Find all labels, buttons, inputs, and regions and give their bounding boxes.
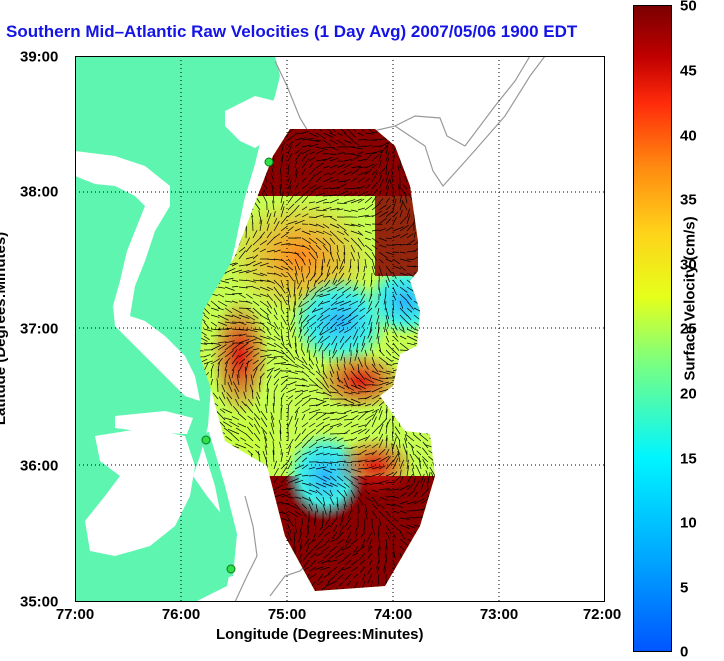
velocity-vector [323, 413, 334, 414]
station-2 [202, 436, 210, 444]
cb-tick-35: 35 [680, 192, 697, 209]
cb-tick-45: 45 [680, 63, 697, 80]
colorbar [633, 5, 673, 653]
y-tick-1: 38:00 [20, 184, 58, 201]
y-axis-label: Latitude (Degrees:Minutes) [0, 232, 9, 425]
velocity-vector [400, 350, 408, 351]
cb-tick-10: 10 [680, 515, 697, 532]
velocity-vector [379, 532, 380, 538]
chart-title: Southern Mid–Atlantic Raw Velocities (1 … [6, 22, 577, 42]
station-3 [227, 565, 235, 573]
x-tick-1: 76:00 [162, 606, 200, 623]
velocity-vector [323, 154, 329, 155]
cb-tick-0: 0 [680, 644, 688, 661]
velocity-vector [316, 343, 317, 349]
velocity-vector [386, 166, 387, 175]
colorbar-label: Surface Velocity (cm/s) [682, 216, 699, 380]
velocity-vector [246, 287, 253, 288]
velocity-vector [239, 280, 247, 281]
cb-tick-40: 40 [680, 128, 697, 145]
velocity-vector [295, 294, 296, 305]
y-tick-0: 39:00 [20, 49, 58, 66]
velocity-map [75, 56, 605, 602]
velocity-vector [246, 226, 247, 238]
x-tick-0: 77:00 [56, 606, 94, 623]
velocity-vector [393, 252, 399, 253]
x-tick-3: 74:00 [374, 606, 412, 623]
y-tick-4: 35:00 [20, 594, 58, 611]
cb-tick-5: 5 [680, 580, 688, 597]
cb-tick-20: 20 [680, 386, 697, 403]
velocity-vector [302, 518, 303, 525]
y-tick-2: 37:00 [20, 321, 58, 338]
velocity-vector [358, 266, 359, 272]
cb-tick-50: 50 [680, 0, 697, 15]
station-1 [265, 158, 273, 166]
cb-tick-15: 15 [680, 451, 697, 468]
velocity-vector [309, 217, 317, 218]
x-tick-2: 75:00 [268, 606, 306, 623]
x-axis-label: Longitude (Degrees:Minutes) [216, 626, 424, 643]
x-tick-4: 73:00 [480, 606, 518, 623]
velocity-vector [358, 140, 366, 141]
velocity-vector [372, 140, 379, 141]
x-tick-5: 72:00 [583, 606, 621, 623]
velocity-vector [274, 397, 275, 406]
velocity-vector [330, 448, 342, 449]
y-tick-3: 36:00 [20, 458, 58, 475]
velocity-vector [323, 196, 331, 197]
